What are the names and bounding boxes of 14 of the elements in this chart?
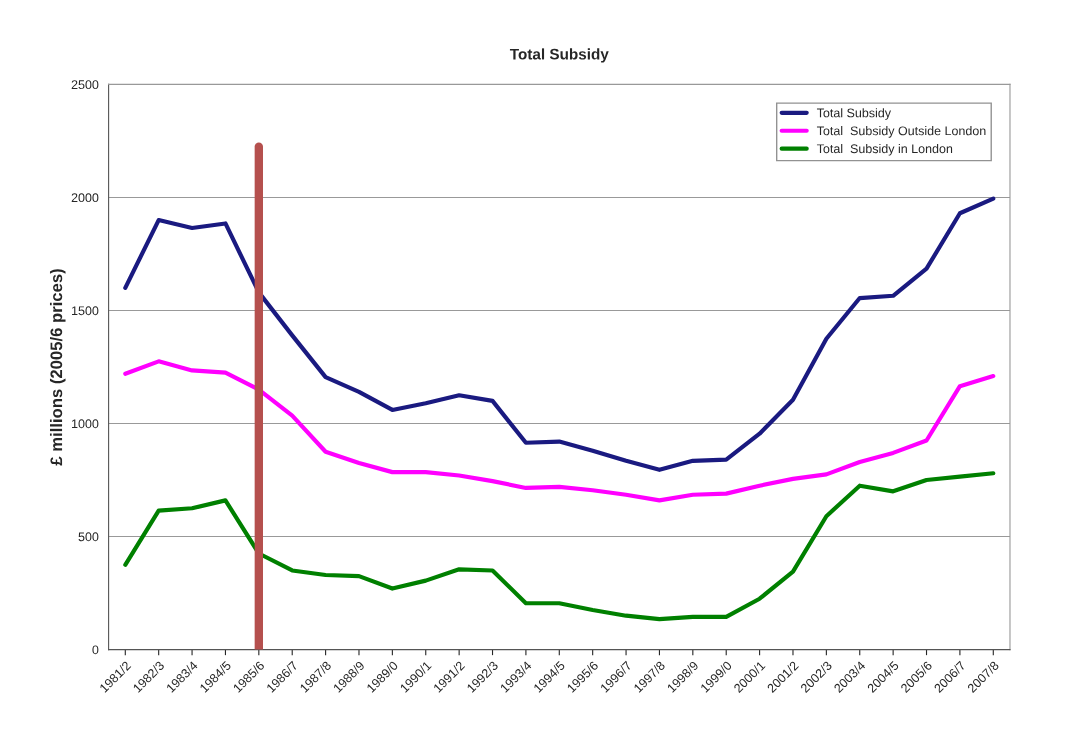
y-tick-label: 500	[78, 532, 99, 542]
line-series	[123, 359, 996, 503]
y-axis-title: £ millions (2005/6 prices)	[49, 269, 66, 466]
y-tick-label: 1000	[72, 419, 99, 429]
line-series	[123, 196, 996, 472]
y-tick-label: 0	[92, 645, 99, 655]
y-tick-label: 1500	[72, 306, 99, 316]
line-series	[123, 471, 996, 622]
legend-label: Total Subsidy Outside London	[816, 126, 986, 138]
legend-label: Total Subsidy in London	[816, 143, 953, 156]
legend-label: Total Subsidy	[816, 108, 892, 120]
y-tick-label: 2500	[71, 80, 99, 90]
y-tick-label: 2000	[71, 193, 99, 203]
chart-title: Total Subsidy	[509, 48, 609, 63]
